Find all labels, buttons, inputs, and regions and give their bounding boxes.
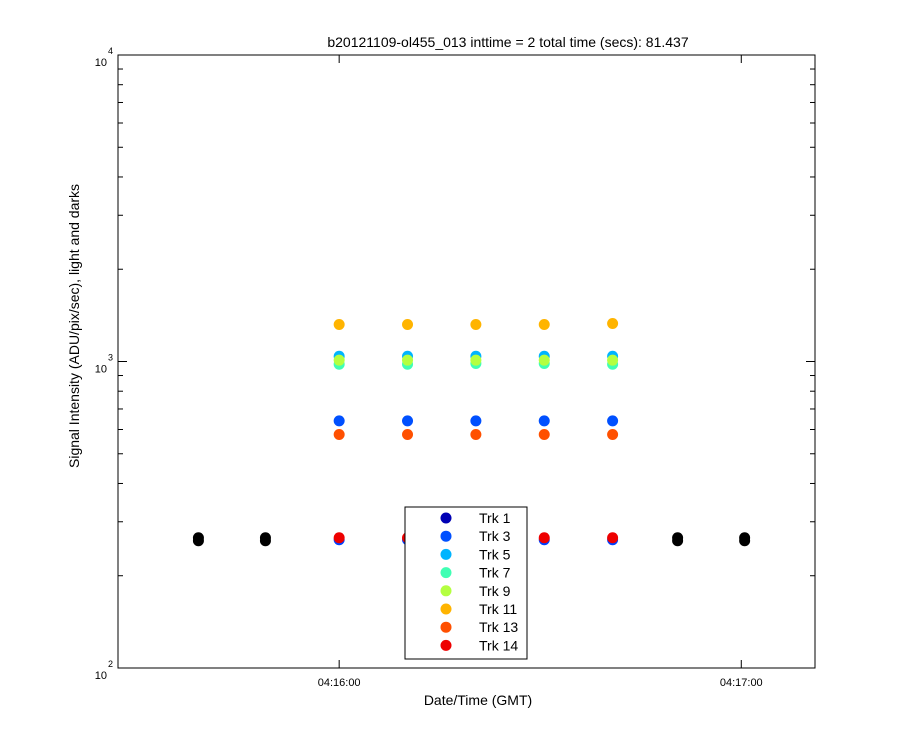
legend: Trk 1 Trk 3 Trk 5 Trk 7 Trk 9 Trk 11 Trk 13 Trk… (404, 506, 528, 660)
point-trk-11 (538, 319, 550, 331)
point-trk-11 (607, 318, 619, 330)
dark-point (672, 532, 684, 544)
point-trk-14 (607, 532, 619, 544)
point-trk-3 (538, 415, 550, 427)
y-tick-exponent: 4 (108, 46, 113, 56)
legend-marker (440, 585, 452, 597)
dark-point (259, 532, 271, 544)
point-trk-11 (402, 319, 414, 331)
legend-box (404, 506, 528, 660)
point-trk-13 (470, 428, 482, 440)
x-axis-label: Date/Time (GMT) (424, 692, 532, 708)
x-tick-label: 04:17:00 (720, 677, 763, 689)
point-trk-9 (333, 354, 345, 366)
point-trk-9 (607, 354, 619, 366)
legend-marker (440, 621, 452, 633)
y-tick-label: 10 (95, 670, 107, 682)
legend-label: Trk 11 (479, 601, 517, 617)
point-trk-9 (470, 354, 482, 366)
y-tick-exponent: 3 (108, 353, 113, 363)
legend-label: Trk 7 (479, 565, 511, 581)
point-trk-9 (538, 354, 550, 366)
legend-label: Trk 5 (479, 546, 511, 562)
point-trk-9 (402, 354, 414, 366)
legend-marker (440, 512, 452, 524)
y-axis-label: Signal Intensity (ADU/pix/sec), light an… (66, 184, 82, 468)
legend-label: Trk 1 (479, 510, 511, 526)
x-ticks: 04:16:00 04:17:00 (318, 55, 763, 689)
point-trk-3 (470, 415, 482, 427)
point-trk-14 (333, 532, 345, 544)
legend-marker (440, 603, 452, 615)
legend-label: Trk 3 (479, 528, 511, 544)
y-tick-label: 10 (95, 57, 107, 69)
legend-marker (440, 567, 452, 579)
point-trk-3 (402, 415, 414, 427)
point-trk-13 (402, 428, 414, 440)
y-tick-exponent: 2 (108, 659, 113, 669)
point-trk-13 (333, 428, 345, 440)
point-trk-13 (607, 428, 619, 440)
minor-ticks (118, 68, 815, 577)
point-trk-13 (538, 428, 550, 440)
dark-point (192, 532, 204, 544)
legend-label: Trk 9 (479, 583, 511, 599)
chart-title: b20121109-ol455_013 inttime = 2 total ti… (327, 34, 688, 50)
point-trk-3 (333, 415, 345, 427)
x-tick-label: 04:16:00 (318, 677, 361, 689)
point-trk-3 (607, 415, 619, 427)
legend-label: Trk 14 (479, 637, 518, 653)
point-trk-11 (333, 319, 345, 331)
legend-marker (440, 530, 452, 542)
legend-marker (440, 639, 452, 651)
legend-marker (440, 548, 452, 560)
y-tick-label: 10 (95, 364, 107, 376)
dark-point (739, 532, 751, 544)
point-trk-14 (538, 532, 550, 544)
legend-label: Trk 13 (479, 619, 518, 635)
point-trk-11 (470, 319, 482, 331)
